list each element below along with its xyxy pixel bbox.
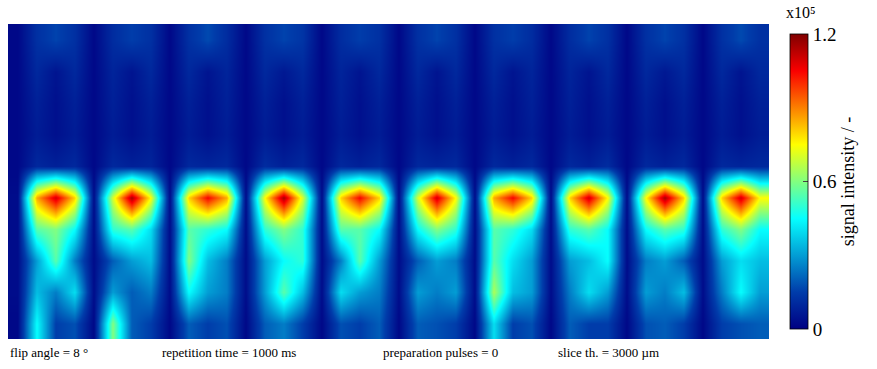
svg-text:repetition time = 1000 ms: repetition time = 1000 ms [162, 345, 296, 360]
svg-text:preparation pulses = 0: preparation pulses = 0 [383, 345, 498, 360]
svg-text:flip angle = 8 °: flip angle = 8 ° [10, 345, 88, 360]
svg-text:signal intensity / -: signal intensity / - [838, 117, 858, 247]
svg-text:0: 0 [813, 319, 823, 340]
svg-text:x10⁵: x10⁵ [786, 4, 816, 21]
svg-text:1.2: 1.2 [813, 24, 837, 45]
svg-text:slice th. = 3000 µm: slice th. = 3000 µm [558, 345, 659, 360]
svg-text:0.6: 0.6 [813, 171, 837, 192]
